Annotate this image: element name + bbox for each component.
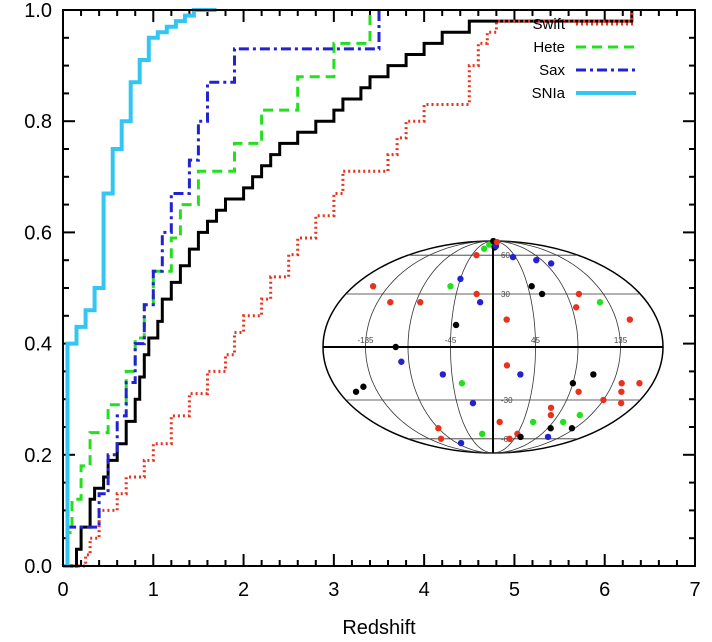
- longitude-label: -135: [357, 336, 374, 345]
- legend-label-snia: SNIa: [532, 85, 566, 102]
- sky-point: [503, 362, 511, 369]
- sky-point: [618, 380, 625, 387]
- sky-point: [493, 238, 501, 246]
- sky-point: [457, 439, 465, 447]
- axes-layer: 0 1 2 3 4 5 6 70.00.20.40.60.81.0: [24, 0, 700, 601]
- sky-point: [473, 252, 480, 259]
- sky-point: [575, 290, 583, 298]
- sky-point: [509, 253, 517, 261]
- sky-point: [447, 283, 454, 290]
- x-tick-label: 7: [689, 579, 700, 601]
- sky-point: [600, 396, 607, 404]
- sky-point: [596, 299, 604, 306]
- sky-point: [568, 425, 576, 432]
- y-tick-label: 1.0: [24, 0, 52, 22]
- plot-frame: [62, 9, 696, 567]
- sky-point: [547, 260, 555, 267]
- longitude-label: 45: [531, 336, 540, 345]
- sky-point: [369, 283, 377, 290]
- latitude-label: 30: [501, 290, 510, 299]
- series-layer: [63, 8, 634, 568]
- series-line-sax: [63, 10, 381, 568]
- y-tick-label: 0.8: [24, 111, 52, 133]
- sky-point: [559, 418, 567, 426]
- longitude-label: -45: [445, 336, 457, 345]
- sky-point: [538, 290, 546, 298]
- sky-point: [618, 388, 625, 395]
- series-line-swift: [63, 10, 634, 568]
- y-tick-label: 0.4: [24, 334, 52, 356]
- sky-point: [387, 299, 394, 306]
- x-tick-label: 2: [238, 579, 249, 601]
- sky-point: [398, 358, 405, 365]
- y-tick-label: 0.6: [24, 222, 52, 244]
- x-tick-label: 3: [328, 579, 339, 601]
- sky-point: [636, 380, 643, 387]
- series-line-snia: [63, 8, 217, 568]
- sky-point: [458, 380, 466, 387]
- sky-point: [528, 283, 535, 290]
- latitude-label: 60: [501, 251, 510, 260]
- y-tick-label: 0.2: [24, 445, 52, 467]
- legend-label-hete: Hete: [533, 39, 565, 56]
- sky-point: [547, 425, 554, 432]
- sky-point: [547, 404, 555, 411]
- sky-point: [626, 316, 634, 323]
- longitude-label: 135: [614, 336, 628, 345]
- sky-point: [617, 399, 625, 407]
- sky-point: [575, 388, 582, 395]
- sky-point: [547, 411, 555, 419]
- sky-point: [435, 425, 442, 432]
- x-tick-label: 4: [419, 579, 430, 601]
- latitude-label: -30: [501, 396, 513, 405]
- sky-point: [452, 321, 460, 329]
- sky-point: [569, 380, 577, 387]
- legend-label-sax: Sax: [539, 62, 565, 79]
- legend-label-swift: Swift: [532, 16, 565, 33]
- sky-point: [478, 430, 486, 438]
- sky-point: [496, 418, 503, 426]
- sky-point: [572, 304, 580, 311]
- legend: Swift Hete Sax SNIa: [532, 16, 636, 102]
- sky-point: [544, 433, 552, 441]
- sky-point: [517, 433, 524, 441]
- sky-point: [360, 383, 367, 390]
- sky-point: [352, 388, 360, 395]
- x-tick-label: 1: [148, 579, 159, 601]
- sky-point: [506, 435, 513, 442]
- sky-point: [503, 316, 510, 323]
- sky-point: [533, 256, 540, 264]
- x-tick-label: 5: [509, 579, 520, 601]
- sky-point: [417, 299, 424, 306]
- sky-point: [476, 299, 484, 306]
- sky-point: [439, 371, 447, 378]
- series-line-combined: [63, 10, 634, 568]
- sky-point: [392, 343, 399, 351]
- x-axis-title: Redshift: [342, 617, 416, 639]
- sky-point: [437, 435, 445, 442]
- sky-point: [529, 418, 537, 426]
- sky-point: [576, 411, 584, 419]
- x-tick-label: 6: [599, 579, 610, 601]
- sky-point: [473, 290, 480, 298]
- sky-point: [457, 275, 464, 283]
- sky-point: [469, 399, 477, 407]
- y-tick-label: 0.0: [24, 556, 52, 578]
- sky-point: [480, 245, 488, 252]
- sky-point: [590, 371, 597, 378]
- x-tick-label: 0: [57, 579, 68, 601]
- sky-point: [517, 371, 524, 378]
